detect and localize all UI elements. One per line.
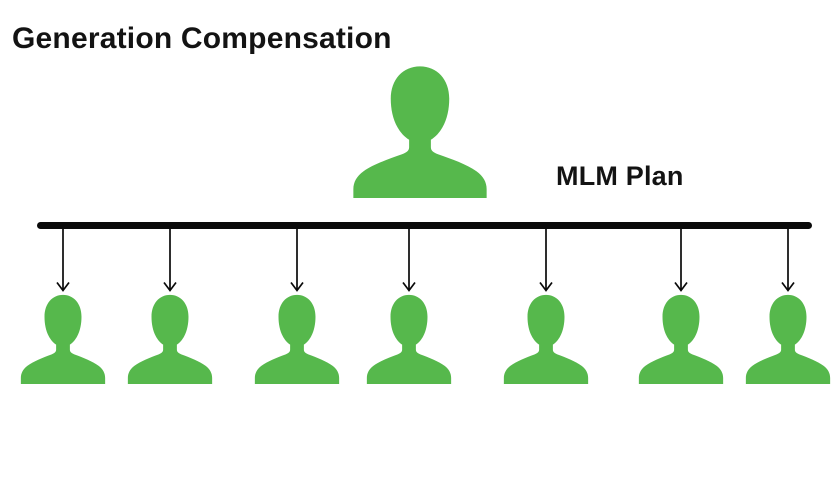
member-person-icon bbox=[503, 294, 589, 384]
mlm-plan-label: MLM Plan bbox=[556, 161, 684, 191]
member-person-icon bbox=[366, 294, 452, 384]
down-arrow-icon bbox=[400, 229, 418, 292]
down-arrow-icon bbox=[672, 229, 690, 292]
down-arrow-icon bbox=[288, 229, 306, 292]
sponsor-person-icon bbox=[352, 65, 488, 198]
member-person-icon bbox=[745, 294, 831, 384]
down-arrow-icon bbox=[537, 229, 555, 292]
distribution-line bbox=[37, 222, 812, 229]
member-person-icon bbox=[20, 294, 106, 384]
down-arrow-icon bbox=[54, 229, 72, 292]
member-person-icon bbox=[127, 294, 213, 384]
member-person-icon bbox=[638, 294, 724, 384]
member-person-icon bbox=[254, 294, 340, 384]
page-title: Generation Compensation bbox=[12, 22, 392, 55]
down-arrow-icon bbox=[779, 229, 797, 292]
down-arrow-icon bbox=[161, 229, 179, 292]
